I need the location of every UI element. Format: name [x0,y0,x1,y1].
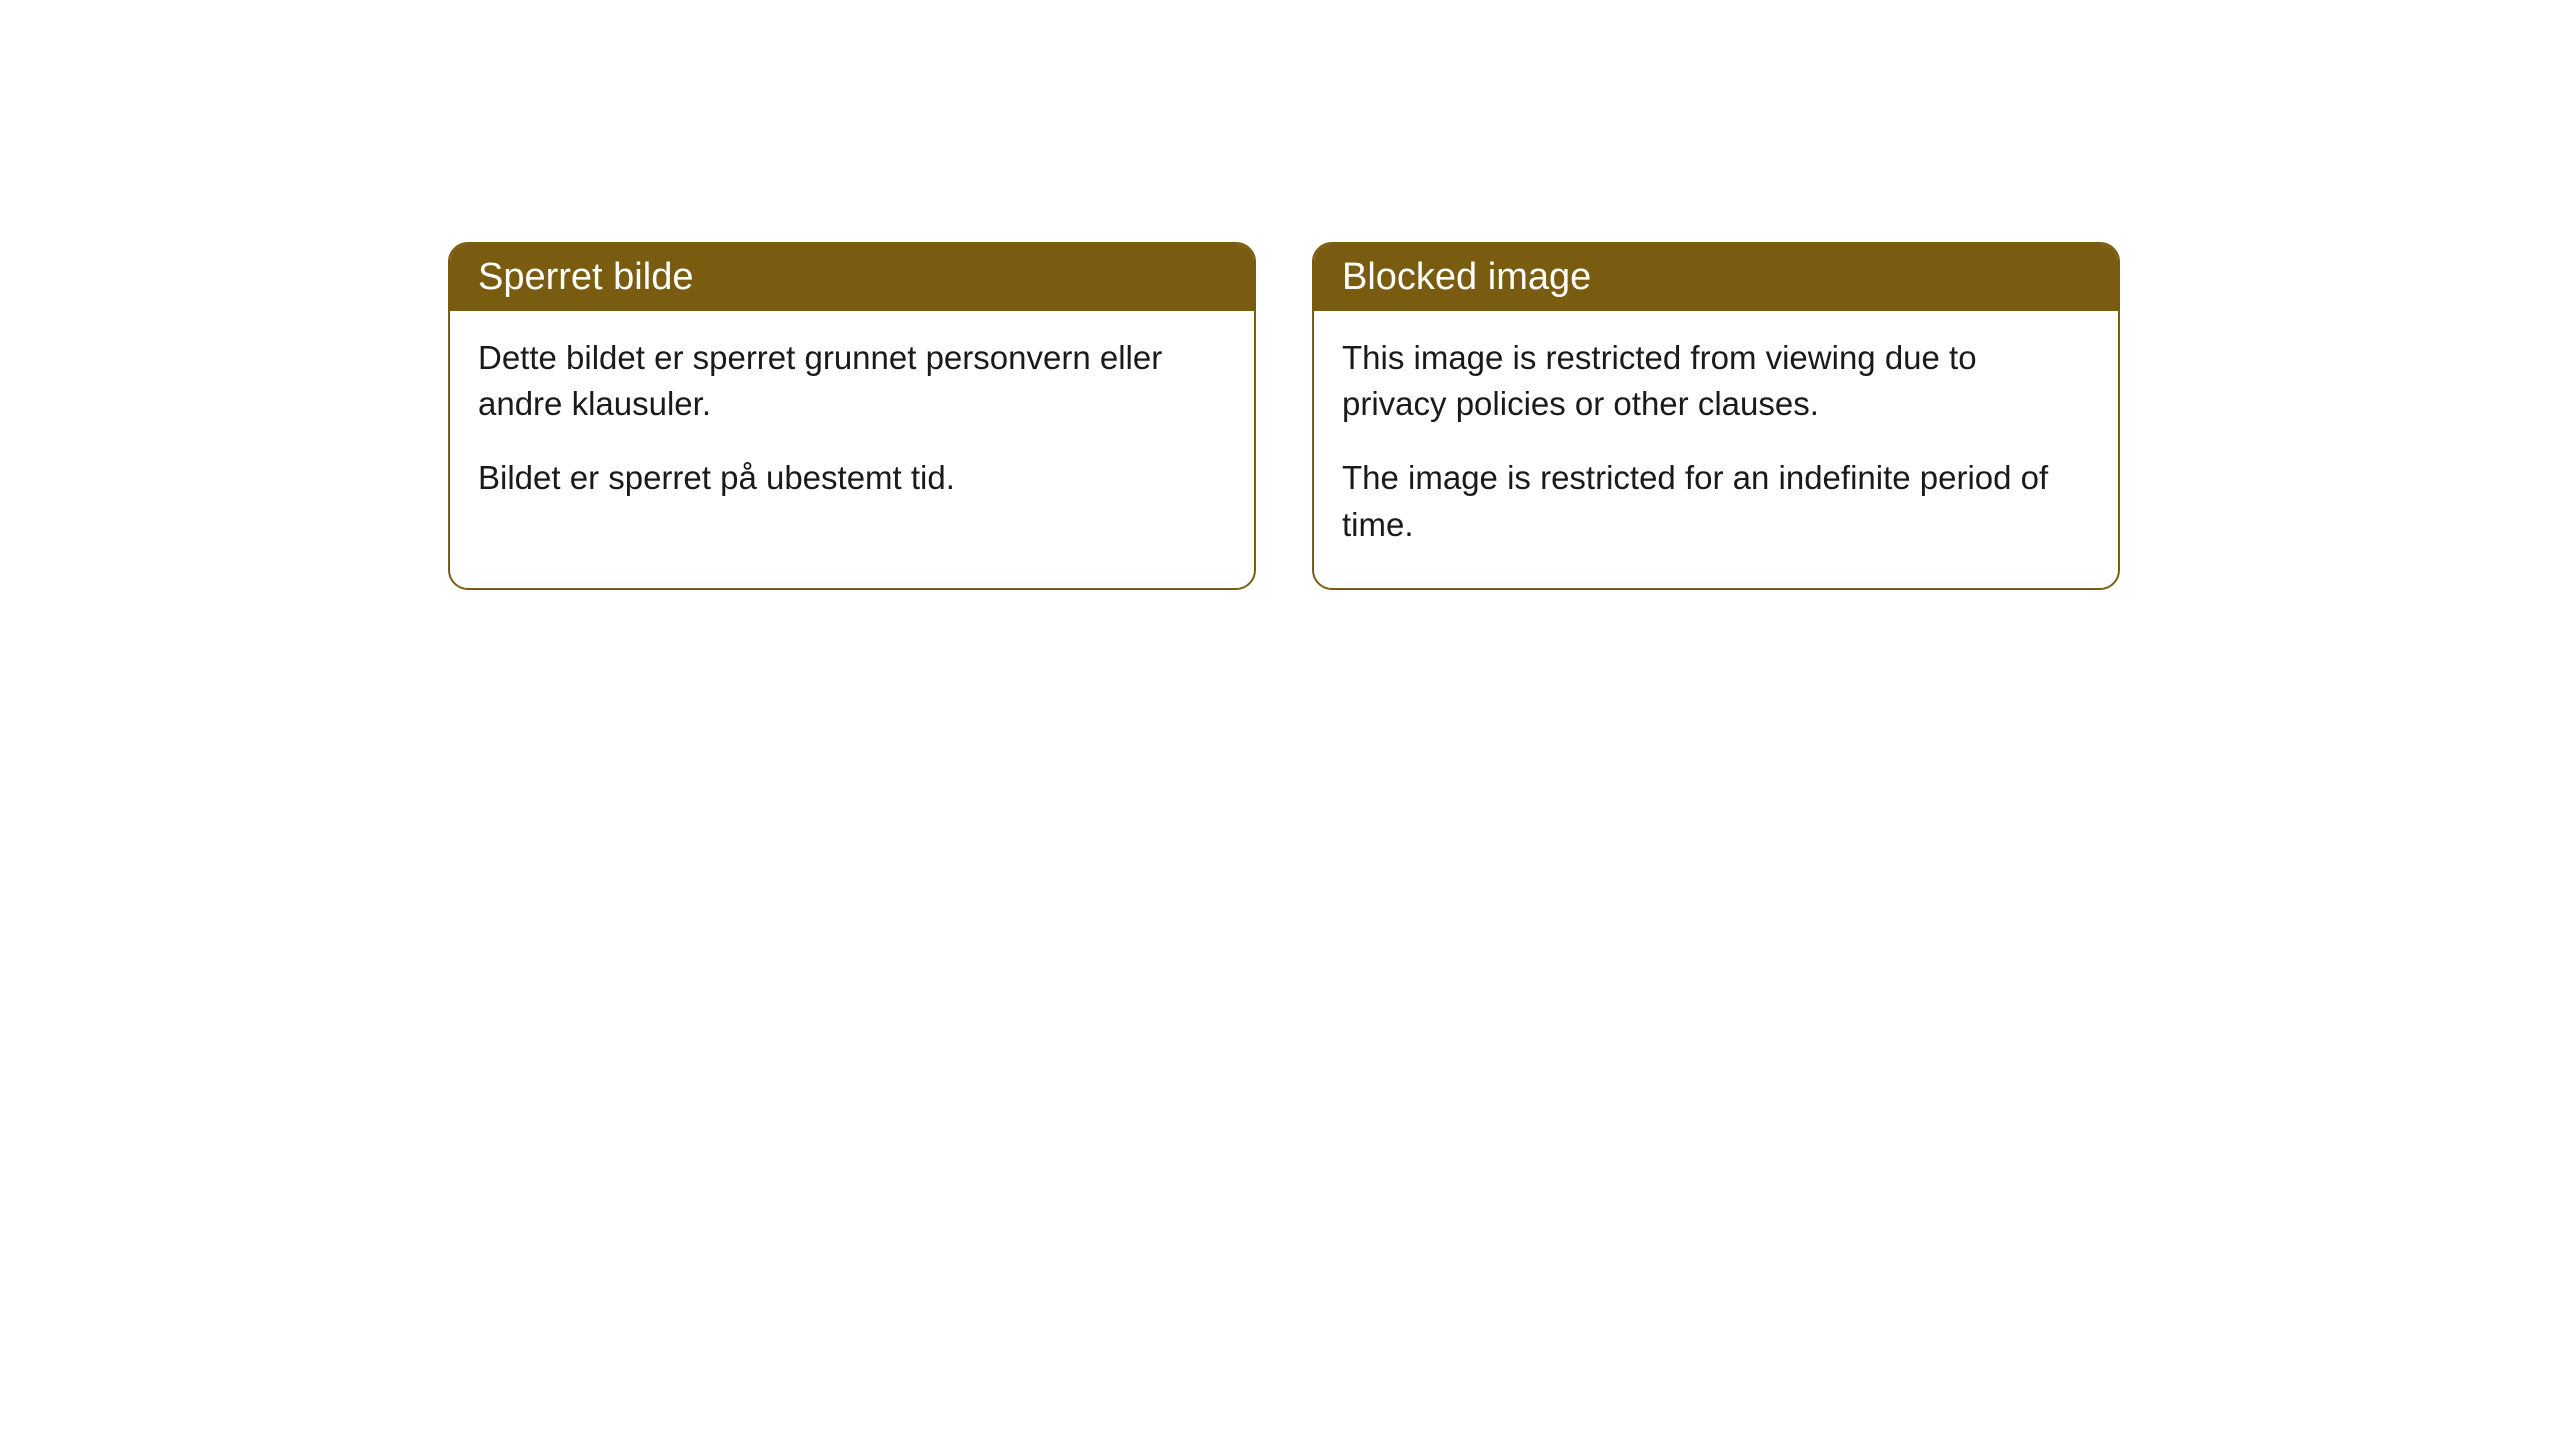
card-title: Sperret bilde [478,256,693,298]
card-body: This image is restricted from viewing du… [1314,311,2118,588]
card-header: Sperret bilde [450,244,1254,311]
card-paragraph: The image is restricted for an indefinit… [1342,455,2090,547]
card-paragraph: Dette bildet er sperret grunnet personve… [478,335,1226,427]
card-title: Blocked image [1342,256,1591,298]
card-paragraph: Bildet er sperret på ubestemt tid. [478,455,1226,501]
card-paragraph: This image is restricted from viewing du… [1342,335,2090,427]
card-header: Blocked image [1314,244,2118,311]
notice-card-norwegian: Sperret bilde Dette bildet er sperret gr… [448,242,1256,590]
notice-card-english: Blocked image This image is restricted f… [1312,242,2120,590]
notice-cards-container: Sperret bilde Dette bildet er sperret gr… [448,242,2120,590]
card-body: Dette bildet er sperret grunnet personve… [450,311,1254,542]
